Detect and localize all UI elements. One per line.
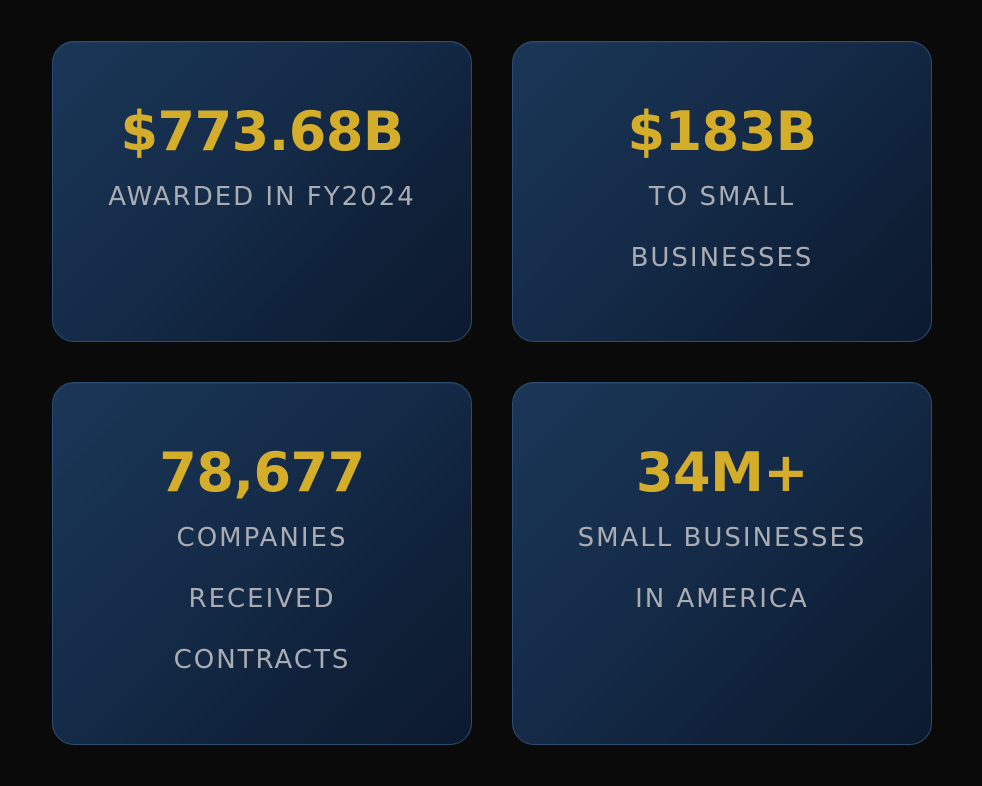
stat-card-awarded-fy2024: $773.68B AWARDED IN FY2024 bbox=[52, 41, 472, 342]
stat-value: 34M+ bbox=[635, 441, 809, 504]
stat-card-small-businesses-amount: $183B TO SMALL BUSINESSES bbox=[512, 41, 932, 342]
stat-value: $183B bbox=[627, 100, 817, 163]
stat-label: AWARDED IN FY2024 bbox=[108, 182, 416, 212]
stat-label: TO SMALL BUSINESSES bbox=[630, 182, 814, 273]
stat-label: SMALL BUSINESSES IN AMERICA bbox=[577, 523, 867, 614]
stat-card-companies-received: 78,677 COMPANIES RECEIVED CONTRACTS bbox=[52, 382, 472, 745]
stat-value: $773.68B bbox=[120, 100, 404, 163]
stat-card-small-businesses-america: 34M+ SMALL BUSINESSES IN AMERICA bbox=[512, 382, 932, 745]
stat-value: 78,677 bbox=[159, 441, 365, 504]
stat-label: COMPANIES RECEIVED CONTRACTS bbox=[173, 523, 351, 675]
